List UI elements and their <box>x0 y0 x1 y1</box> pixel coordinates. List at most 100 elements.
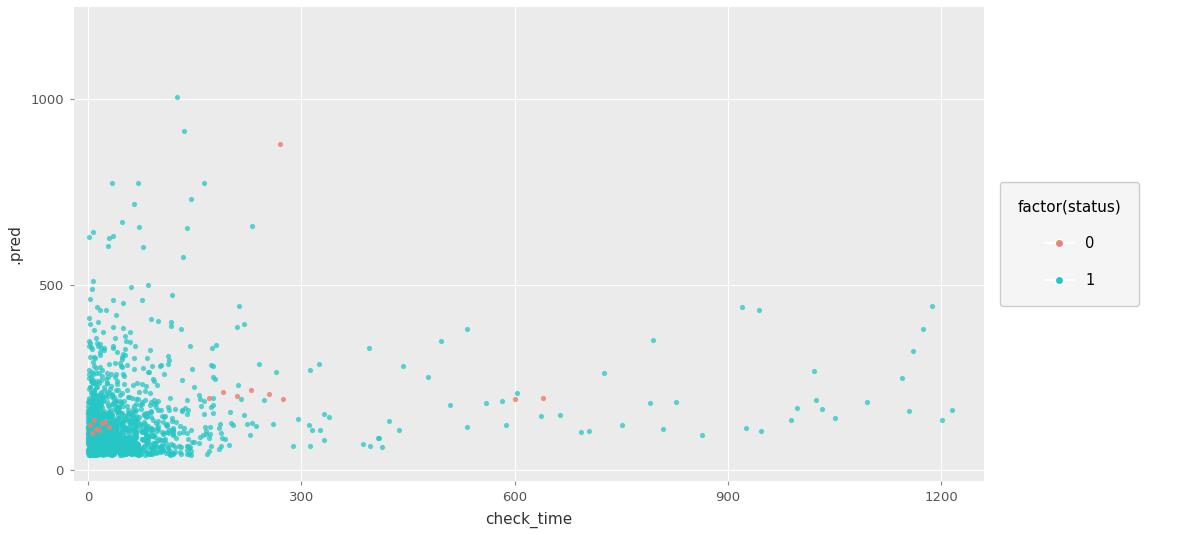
Point <box>142 441 161 449</box>
Point <box>83 435 102 444</box>
Point <box>138 449 157 458</box>
Point <box>101 449 120 457</box>
Point <box>126 421 145 429</box>
Point <box>115 423 134 432</box>
Point <box>128 441 148 450</box>
Point <box>85 443 104 452</box>
Point <box>174 253 193 261</box>
Point <box>84 447 103 455</box>
Point <box>90 422 109 431</box>
Point <box>118 436 137 445</box>
Point <box>86 403 106 411</box>
Point <box>149 317 168 325</box>
Point <box>80 418 100 426</box>
Point <box>106 432 125 440</box>
Point <box>112 427 131 436</box>
Point <box>138 422 157 431</box>
Point <box>79 419 98 427</box>
Point <box>84 450 103 459</box>
Point <box>82 444 101 453</box>
Point <box>122 416 142 424</box>
Point <box>86 449 106 458</box>
Point <box>128 441 148 449</box>
Point <box>107 398 126 407</box>
Point <box>84 369 103 378</box>
Point <box>82 416 101 425</box>
Point <box>163 426 182 435</box>
Point <box>88 438 107 446</box>
Point <box>751 426 770 435</box>
Point <box>110 450 130 459</box>
Point <box>79 423 98 431</box>
Point <box>95 446 114 455</box>
Point <box>106 372 125 381</box>
Point <box>128 439 148 448</box>
Point <box>90 348 109 356</box>
Point <box>91 448 110 456</box>
Point <box>84 449 103 458</box>
Point <box>89 396 108 404</box>
Point <box>89 423 108 432</box>
Point <box>95 386 114 394</box>
Point <box>109 421 128 429</box>
Point <box>103 440 122 448</box>
Point <box>92 437 112 445</box>
Point <box>113 435 132 444</box>
Point <box>155 436 174 445</box>
Point <box>84 437 103 446</box>
Point <box>643 336 662 345</box>
Point <box>139 434 158 443</box>
Point <box>110 397 130 406</box>
Point <box>80 426 100 435</box>
Point <box>88 440 107 448</box>
Point <box>97 412 116 421</box>
Point <box>91 444 110 452</box>
Point <box>124 443 143 452</box>
Point <box>112 398 131 406</box>
Point <box>82 438 101 446</box>
Point <box>107 440 126 448</box>
Point <box>115 448 134 456</box>
Point <box>84 440 103 449</box>
Point <box>506 388 526 397</box>
Point <box>126 416 145 424</box>
Point <box>79 436 98 445</box>
Point <box>82 342 101 351</box>
Point <box>101 438 120 447</box>
Point <box>100 437 119 445</box>
Point <box>432 337 451 345</box>
Point <box>86 438 106 447</box>
Point <box>84 400 103 408</box>
Point <box>148 427 167 435</box>
Point <box>88 445 107 453</box>
Point <box>96 448 115 456</box>
Point <box>86 423 106 431</box>
Point <box>110 430 130 438</box>
Point <box>179 406 198 414</box>
Point <box>84 444 103 453</box>
Point <box>82 439 101 448</box>
Point <box>148 381 167 389</box>
Point <box>118 438 137 447</box>
Point <box>78 438 97 447</box>
Point <box>110 447 130 456</box>
Point <box>79 449 98 457</box>
Point <box>169 441 188 450</box>
Point <box>166 448 185 456</box>
Point <box>84 407 103 415</box>
Point <box>96 449 115 458</box>
Point <box>89 399 108 407</box>
Point <box>86 435 106 444</box>
Point <box>163 441 182 449</box>
Point <box>250 360 269 369</box>
Point <box>80 431 100 439</box>
Point <box>85 434 104 443</box>
Point <box>163 449 182 457</box>
Point <box>108 442 127 450</box>
Point <box>86 440 106 448</box>
Point <box>199 393 218 402</box>
Point <box>138 280 157 289</box>
Point <box>211 429 230 437</box>
Point <box>80 448 100 457</box>
Point <box>104 416 124 425</box>
